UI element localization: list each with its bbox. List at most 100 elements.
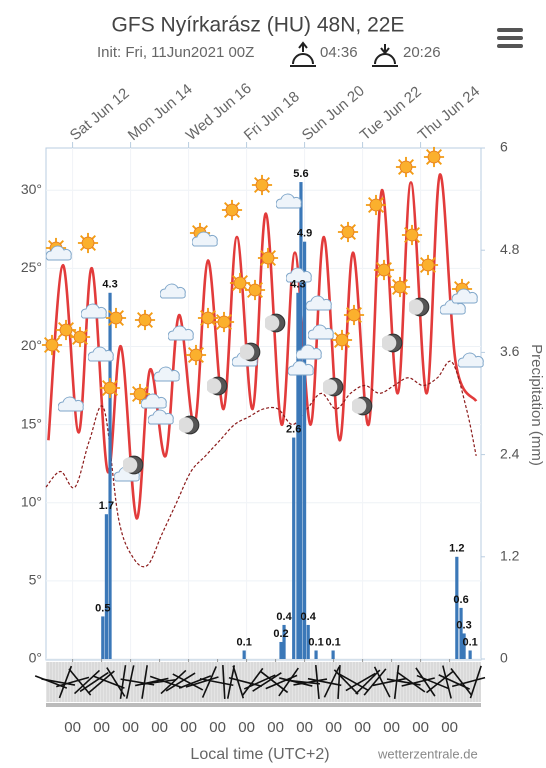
- wind-arrow: [87, 670, 115, 694]
- wind-arrow: [199, 677, 234, 687]
- bar-label: 0.5: [95, 602, 110, 614]
- weather-icon: [343, 304, 365, 326]
- sunset: 20:26: [403, 44, 441, 61]
- x-tick-label: 00: [93, 719, 110, 736]
- wind-arrow: [396, 671, 426, 693]
- bar-label: 4.9: [297, 228, 312, 240]
- top-tick-label: Sun Jun 20: [299, 82, 368, 144]
- wind-arrow: [416, 674, 449, 690]
- weather-icon: [401, 224, 423, 246]
- wind-arrow: [232, 665, 245, 699]
- bar-label: 0.1: [237, 636, 252, 648]
- weather-icon: [41, 334, 63, 356]
- y-tick-label: 25°: [21, 259, 42, 275]
- wind-arrow: [226, 665, 236, 699]
- bar-label: 0.4: [276, 611, 292, 623]
- wind-arrow: [160, 669, 187, 695]
- x-tick-label: 00: [441, 719, 458, 736]
- weather-icon: [352, 396, 373, 416]
- weather-icon: [395, 156, 417, 178]
- bar-label: 0.6: [453, 594, 468, 606]
- bar-label: 0.1: [325, 636, 340, 648]
- precip-bar: [279, 641, 283, 659]
- wind-arrow: [355, 669, 381, 695]
- sunset-icon: [372, 44, 398, 67]
- weather-icon: [288, 360, 315, 376]
- wind-arrow: [293, 678, 328, 686]
- wind-arrow: [141, 665, 148, 699]
- wind-arrow: [415, 667, 436, 697]
- x-tick-label: 00: [383, 719, 400, 736]
- wind-arrow: [165, 672, 196, 692]
- wind-arrow: [185, 676, 219, 688]
- wind-arrow: [314, 665, 320, 699]
- weather-icon: [221, 199, 243, 221]
- weather-icon: [185, 344, 207, 366]
- wind-arrow: [286, 679, 320, 685]
- x-axis-label: Local time (UTC+2): [190, 746, 329, 763]
- wind-arrow: [41, 678, 76, 686]
- y-tick-label: 10°: [21, 493, 42, 509]
- wind-arrow: [142, 678, 176, 686]
- bar-label: 0.3: [456, 619, 471, 631]
- wind-arrow: [68, 668, 92, 696]
- weather-icon: [154, 366, 181, 382]
- precip-bar: [314, 650, 318, 659]
- bar-label: 0.1: [462, 636, 477, 648]
- wind-arrow: [451, 676, 486, 688]
- weather-icon: [244, 279, 266, 301]
- weather-icon: [331, 329, 353, 351]
- weather-icon: [382, 333, 403, 353]
- weather-icon: [197, 307, 219, 329]
- wind-arrow: [401, 677, 435, 687]
- y2-tick-label: 2.4: [500, 445, 520, 461]
- precip-bar: [331, 650, 335, 659]
- weather-icon: [308, 324, 335, 340]
- subtitle: Init: Fri, 11Jun2021 00Z: [97, 44, 254, 61]
- y-tick-label: 20°: [21, 337, 42, 353]
- wind-arrow: [222, 664, 226, 700]
- wind-arrow: [201, 666, 217, 698]
- sunrise-icon: [290, 41, 316, 67]
- wind-arrow: [178, 675, 212, 689]
- weather-icon: [265, 313, 286, 333]
- weather-icon: [458, 352, 485, 368]
- weather-icon: [123, 455, 144, 475]
- precip-bar: [468, 650, 472, 659]
- weather-icon: [423, 146, 445, 168]
- precip-bar: [242, 650, 246, 659]
- bar-label: 0.1: [308, 636, 323, 648]
- wind-arrow: [373, 666, 391, 698]
- weather-icon: [81, 303, 108, 319]
- top-tick-label: Sat Jun 12: [67, 85, 133, 144]
- y2-tick-label: 1.2: [500, 548, 520, 564]
- wind-arrow: [469, 665, 482, 699]
- weather-icon: [365, 194, 387, 216]
- scrollbar: [46, 703, 481, 707]
- precip-bar: [299, 182, 303, 660]
- wind-arrow: [172, 673, 204, 691]
- wind-arrow: [56, 676, 90, 688]
- weather-icon: [240, 342, 261, 362]
- x-tick-label: 00: [64, 719, 81, 736]
- weather-icon: [251, 174, 273, 196]
- chart-title: GFS Nyírkarász (HU) 48N, 22E: [112, 14, 405, 37]
- wind-arrow: [450, 668, 473, 696]
- top-tick-label: Thu Jun 24: [415, 83, 483, 144]
- bar-label: 0.2: [273, 628, 288, 640]
- weather-icon: [77, 232, 99, 254]
- menu-button[interactable]: [497, 28, 523, 48]
- x-tick-label: 00: [209, 719, 226, 736]
- precip-bar: [296, 292, 300, 659]
- y-tick-label: 0°: [29, 650, 42, 666]
- precip-bar: [462, 633, 466, 659]
- weather-icon: [168, 325, 195, 341]
- bar-label: 5.6: [293, 168, 308, 180]
- y-tick-label: 5°: [29, 572, 42, 588]
- bar-label: 4.3: [102, 279, 117, 291]
- wind-arrow: [79, 671, 109, 693]
- wind-arrow: [345, 672, 376, 692]
- precip-bar: [455, 556, 459, 659]
- wind-arrow: [119, 665, 127, 699]
